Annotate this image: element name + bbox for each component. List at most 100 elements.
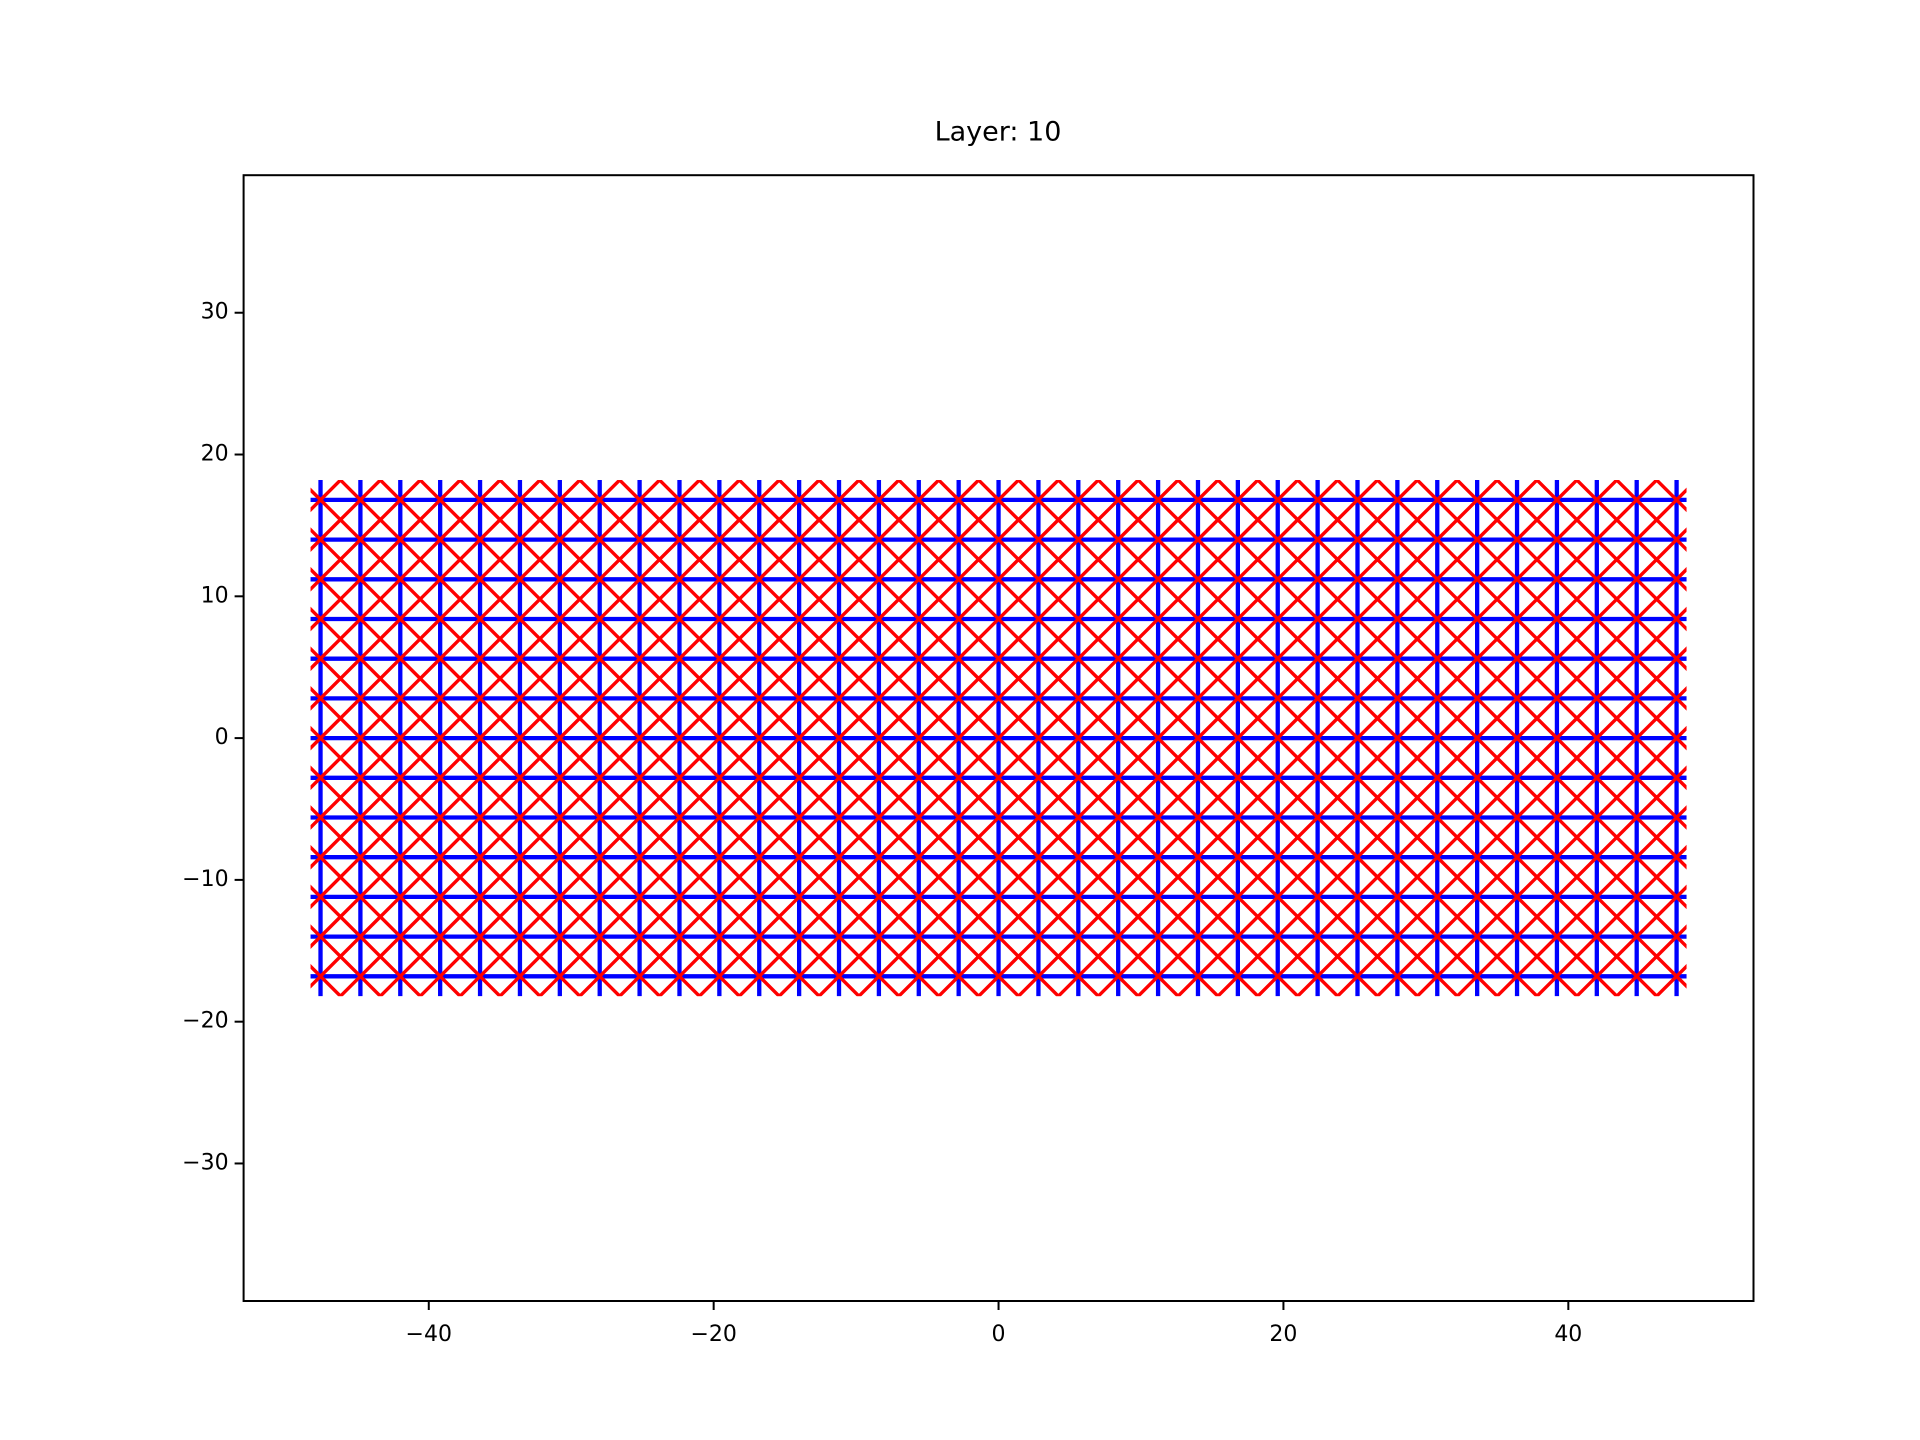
cross (1494, 636, 1540, 681)
cross (1055, 676, 1101, 721)
cross (1135, 480, 1181, 523)
cross (936, 636, 982, 681)
cross (657, 914, 702, 959)
cross (1574, 874, 1620, 920)
cross (617, 954, 662, 997)
cross (1215, 795, 1261, 840)
cross (1255, 676, 1301, 721)
cross (936, 596, 982, 642)
cross (617, 755, 662, 801)
cross (1614, 914, 1660, 959)
cross (1654, 715, 1687, 761)
cross (537, 834, 583, 880)
cross (457, 795, 503, 840)
cross (1454, 914, 1500, 959)
cross (1335, 480, 1380, 523)
cross (697, 715, 742, 761)
cross (1574, 715, 1620, 761)
cross (537, 596, 583, 642)
x-tick-label: 40 (1554, 1322, 1582, 1347)
cross (657, 596, 702, 642)
cross (816, 874, 862, 920)
cross (1255, 795, 1301, 840)
cross (310, 557, 343, 602)
cross (1534, 517, 1580, 562)
cross (936, 557, 982, 602)
cross (1215, 834, 1261, 880)
cross (537, 954, 583, 997)
cross (1055, 874, 1101, 920)
cross (1654, 795, 1687, 840)
cross (1135, 954, 1181, 997)
cross (577, 834, 623, 880)
cross (497, 715, 543, 761)
cross (1454, 795, 1500, 840)
cross (1654, 755, 1687, 801)
cross (617, 596, 662, 642)
cross (816, 795, 862, 840)
cross (577, 480, 623, 523)
cross (1295, 874, 1340, 920)
cross (856, 596, 902, 642)
cross (1574, 795, 1620, 840)
cross (310, 755, 343, 801)
cross (617, 715, 662, 761)
cross (1574, 914, 1620, 959)
cross (1095, 480, 1141, 523)
cross (1454, 557, 1500, 602)
cross (1016, 636, 1061, 681)
cross (776, 715, 822, 761)
cross (1375, 636, 1420, 681)
x-tick-label: −40 (406, 1322, 452, 1347)
cross (736, 636, 782, 681)
cross (1175, 517, 1221, 562)
cross (657, 755, 702, 801)
cross (976, 676, 1021, 721)
cross (1534, 557, 1580, 602)
cross (697, 557, 742, 602)
cross (457, 834, 503, 880)
cross (1295, 557, 1340, 602)
cross (1454, 755, 1500, 801)
cross (776, 596, 822, 642)
cross (310, 715, 343, 761)
cross (617, 834, 662, 880)
y-tick-label: −30 (182, 1150, 228, 1175)
cross (657, 676, 702, 721)
cross (856, 954, 902, 997)
cross (776, 636, 822, 681)
cross (537, 557, 583, 602)
cross (697, 517, 742, 562)
cross (457, 480, 503, 523)
cross (338, 874, 383, 920)
cross (338, 596, 383, 642)
cross (976, 834, 1021, 880)
cross (417, 795, 463, 840)
cross (1295, 636, 1340, 681)
cross (697, 676, 742, 721)
cross (896, 954, 942, 997)
cross (1095, 874, 1141, 920)
cross (856, 636, 902, 681)
cross (736, 834, 782, 880)
cross (1135, 834, 1181, 880)
cross (537, 874, 583, 920)
cross (1135, 636, 1181, 681)
cross (657, 557, 702, 602)
cross (1095, 636, 1141, 681)
y-tick-label: 30 (201, 300, 229, 325)
cross (1095, 557, 1141, 602)
cross (1215, 755, 1261, 801)
cross (1295, 755, 1340, 801)
cross (1454, 874, 1500, 920)
cross (1215, 480, 1261, 523)
cross (1095, 834, 1141, 880)
cross (1055, 795, 1101, 840)
cross (976, 517, 1021, 562)
cross (1095, 676, 1141, 721)
cross (1335, 517, 1380, 562)
cross (310, 834, 343, 880)
cross (1574, 557, 1620, 602)
cross (736, 676, 782, 721)
cross (976, 715, 1021, 761)
